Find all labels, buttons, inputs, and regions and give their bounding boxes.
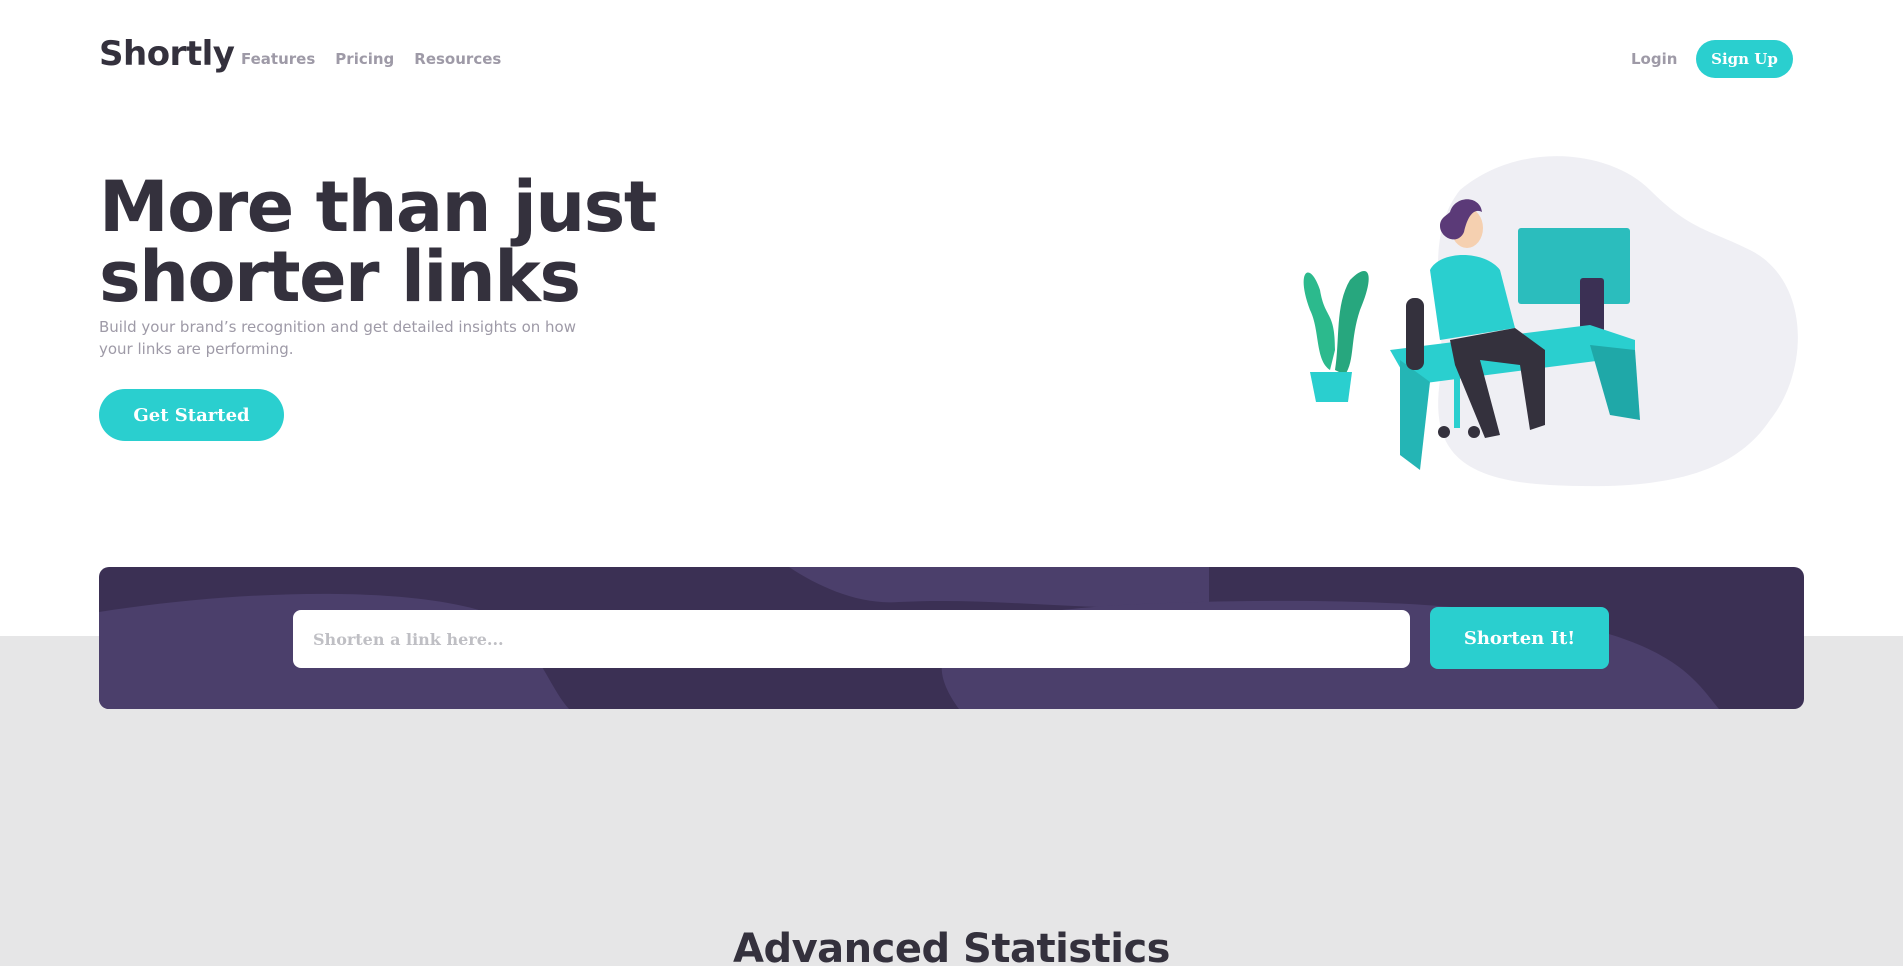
person-working-illustration	[1303, 156, 1798, 487]
shorten-pattern-wave-middle	[789, 567, 1209, 609]
signup-button[interactable]: Sign Up	[1696, 40, 1793, 78]
nav-link-features[interactable]: Features	[241, 50, 316, 68]
person-legs	[1450, 328, 1545, 438]
plant-pot	[1310, 372, 1352, 402]
chair-wheel-right	[1468, 426, 1480, 438]
hero-title: More than just shorter links	[99, 166, 657, 318]
primary-nav: Features Pricing Resources	[241, 50, 501, 68]
hero-subtitle: Build your brand’s recognition and get d…	[99, 318, 576, 358]
person-body	[1430, 255, 1515, 340]
login-link[interactable]: Login	[1631, 50, 1678, 68]
desk-leg-right	[1590, 345, 1640, 420]
get-started-button[interactable]: Get Started	[99, 389, 284, 441]
shorten-form-panel: Shorten It!	[99, 567, 1804, 709]
nav-link-pricing[interactable]: Pricing	[335, 50, 395, 68]
shorten-it-button[interactable]: Shorten It!	[1430, 607, 1609, 669]
chair-back	[1406, 298, 1424, 370]
chair-wheel-left	[1438, 426, 1450, 438]
top-navigation: Shortly Features Pricing Resources Login…	[0, 0, 1903, 120]
shorten-link-input[interactable]	[293, 610, 1410, 668]
monitor-stand	[1580, 278, 1604, 332]
advanced-statistics-title: Advanced Statistics	[733, 926, 1170, 966]
brand-logo[interactable]: Shortly	[99, 34, 235, 74]
plant-leaves-right	[1335, 271, 1369, 375]
person-hair	[1440, 199, 1482, 240]
plant-leaves	[1303, 272, 1335, 370]
monitor-screen	[1518, 228, 1630, 304]
chair-pole	[1454, 370, 1460, 428]
desk-leg-left	[1400, 360, 1430, 470]
nav-link-resources[interactable]: Resources	[414, 50, 502, 68]
